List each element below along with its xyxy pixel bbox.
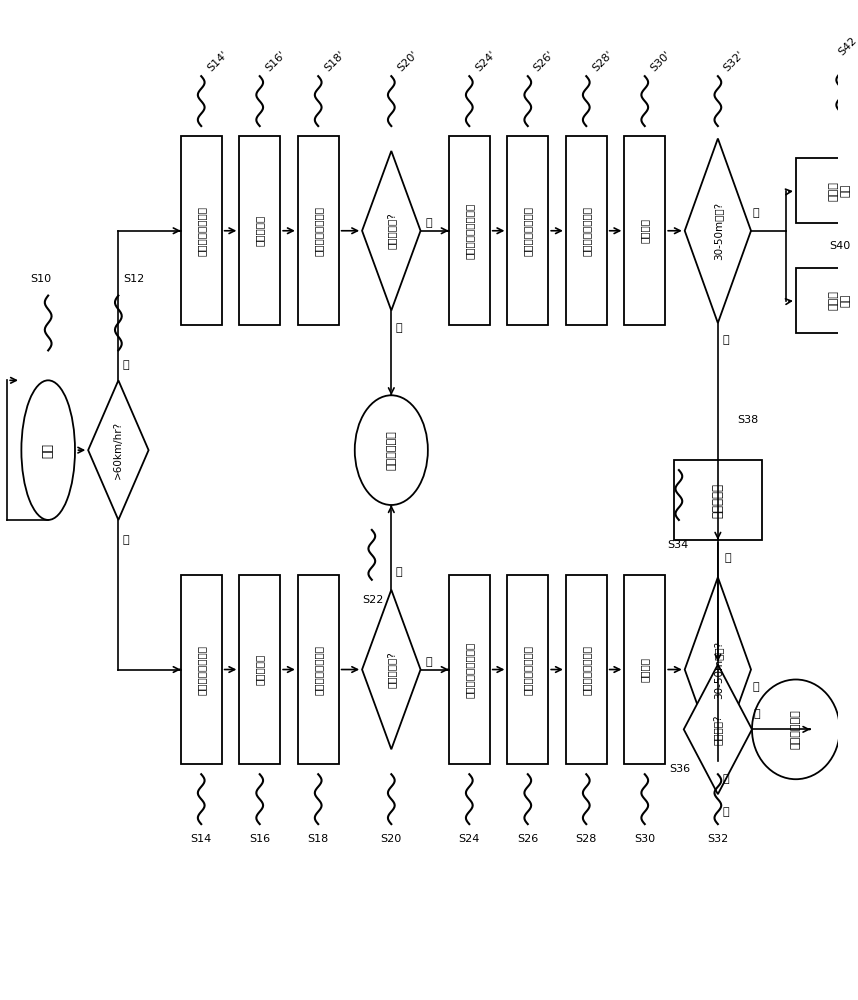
Text: >60km/hr?: >60km/hr? bbox=[113, 421, 124, 479]
Text: 是: 是 bbox=[396, 323, 402, 333]
Text: S24': S24' bbox=[474, 49, 498, 73]
Text: 远距视野消失点侦测: 远距视野消失点侦测 bbox=[464, 203, 474, 259]
Text: S26: S26 bbox=[517, 834, 539, 844]
Text: S36: S36 bbox=[669, 764, 690, 774]
Text: S32: S32 bbox=[707, 834, 728, 844]
Text: 决定车辆侦测区域: 决定车辆侦测区域 bbox=[313, 645, 323, 695]
Text: S12: S12 bbox=[124, 274, 144, 284]
Polygon shape bbox=[684, 665, 752, 794]
Text: 否: 否 bbox=[425, 218, 432, 228]
Text: 远距视野车辆侦测: 远距视野车辆侦测 bbox=[581, 206, 591, 256]
Text: S18': S18' bbox=[322, 49, 347, 73]
Text: 车距估算: 车距估算 bbox=[640, 218, 650, 243]
Polygon shape bbox=[685, 139, 751, 323]
Text: 小型车
警示: 小型车 警示 bbox=[829, 291, 850, 310]
Bar bbox=[507, 136, 548, 325]
Text: 30-50m有车?: 30-50m有车? bbox=[713, 640, 723, 699]
Text: 启动: 启动 bbox=[42, 443, 55, 458]
Text: 决定车辆侦测区域: 决定车辆侦测区域 bbox=[313, 206, 323, 256]
Text: 车道偏离警示: 车道偏离警示 bbox=[386, 430, 396, 470]
Text: 是: 是 bbox=[753, 709, 760, 719]
Text: S14: S14 bbox=[190, 834, 212, 844]
Polygon shape bbox=[362, 151, 420, 311]
Text: 是: 是 bbox=[722, 774, 729, 784]
Text: S42: S42 bbox=[837, 35, 858, 57]
Text: S16: S16 bbox=[249, 834, 270, 844]
Bar bbox=[181, 136, 221, 325]
Text: S32': S32' bbox=[722, 49, 746, 73]
Bar bbox=[796, 268, 858, 333]
Text: 大型车
警示: 大型车 警示 bbox=[829, 181, 850, 201]
Bar bbox=[449, 575, 490, 764]
Text: S40: S40 bbox=[829, 241, 850, 251]
Text: 否: 否 bbox=[425, 657, 432, 667]
Ellipse shape bbox=[752, 680, 840, 779]
Bar bbox=[507, 575, 548, 764]
Text: 是: 是 bbox=[724, 553, 731, 563]
Text: 前方防撞警示: 前方防撞警示 bbox=[791, 709, 801, 749]
Text: S16': S16' bbox=[263, 49, 287, 73]
Ellipse shape bbox=[21, 380, 75, 520]
Bar bbox=[239, 136, 281, 325]
Text: 是: 是 bbox=[722, 335, 729, 345]
Text: 偏离车道线?: 偏离车道线? bbox=[386, 212, 396, 249]
Text: 否: 否 bbox=[123, 535, 130, 545]
Text: S10: S10 bbox=[31, 274, 51, 284]
Ellipse shape bbox=[354, 395, 428, 505]
Bar bbox=[239, 575, 281, 764]
Text: S38: S38 bbox=[737, 415, 758, 425]
Text: 摄像装置仰角估算: 摄像装置仰角估算 bbox=[523, 206, 533, 256]
Text: 远距摄像装置取像: 远距摄像装置取像 bbox=[196, 206, 206, 256]
Text: 车距估算: 车距估算 bbox=[640, 657, 650, 682]
Bar bbox=[298, 136, 339, 325]
Text: 偏离车道线?: 偏离车道线? bbox=[386, 651, 396, 688]
Bar bbox=[565, 575, 607, 764]
Bar bbox=[796, 158, 858, 223]
Bar bbox=[181, 575, 221, 764]
Text: 是: 是 bbox=[396, 567, 402, 577]
Text: 车道线侦测: 车道线侦测 bbox=[255, 215, 265, 246]
Text: S18: S18 bbox=[307, 834, 329, 844]
Text: S30: S30 bbox=[634, 834, 656, 844]
Text: 是: 是 bbox=[123, 360, 130, 370]
Text: S22: S22 bbox=[362, 595, 384, 605]
Bar bbox=[565, 136, 607, 325]
Text: 近距摄像装置取像: 近距摄像装置取像 bbox=[196, 645, 206, 695]
Text: S34: S34 bbox=[668, 540, 688, 550]
Text: S24: S24 bbox=[459, 834, 480, 844]
Polygon shape bbox=[362, 590, 420, 749]
Text: 车道线侦测: 车道线侦测 bbox=[255, 654, 265, 685]
Bar bbox=[625, 575, 665, 764]
Text: 近距视野车辆侦测: 近距视野车辆侦测 bbox=[581, 645, 591, 695]
Text: S26': S26' bbox=[532, 49, 556, 73]
Bar bbox=[674, 460, 762, 540]
Text: 近距视野消失点侦测: 近距视野消失点侦测 bbox=[464, 641, 474, 698]
Text: 否: 否 bbox=[752, 208, 759, 218]
Text: 车距过近?: 车距过近? bbox=[713, 714, 723, 745]
Polygon shape bbox=[685, 577, 751, 762]
Text: S14': S14' bbox=[205, 49, 229, 73]
Bar bbox=[625, 136, 665, 325]
Text: S28: S28 bbox=[576, 834, 597, 844]
Bar bbox=[298, 575, 339, 764]
Text: 否: 否 bbox=[722, 807, 729, 817]
Bar bbox=[449, 136, 490, 325]
Text: 摄像装置仰角估算: 摄像装置仰角估算 bbox=[523, 645, 533, 695]
Text: 30-50m有车?: 30-50m有车? bbox=[713, 202, 723, 260]
Text: S30': S30' bbox=[649, 49, 673, 73]
Polygon shape bbox=[88, 380, 148, 520]
Text: S20': S20' bbox=[396, 49, 420, 73]
Text: 车距再校正: 车距再校正 bbox=[711, 483, 724, 518]
Text: S20: S20 bbox=[381, 834, 402, 844]
Text: 否: 否 bbox=[752, 682, 759, 692]
Text: S28': S28' bbox=[590, 49, 614, 73]
